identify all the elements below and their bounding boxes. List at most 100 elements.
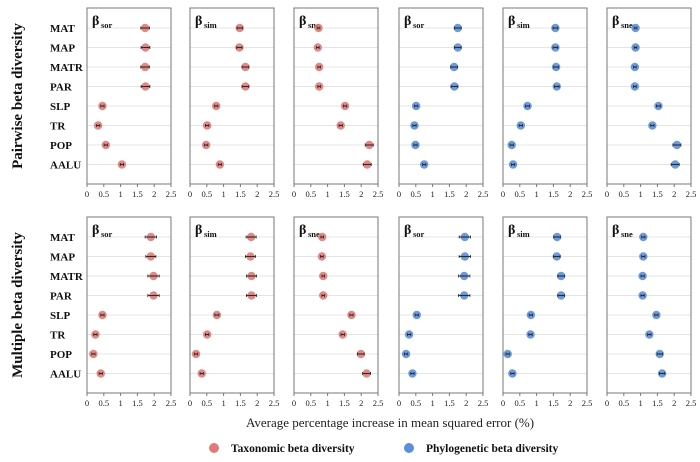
x-tick-label: 2.5 (269, 398, 280, 408)
panel-title: β (404, 14, 411, 29)
panel-title-subscript: sor (413, 20, 425, 30)
row-title: Pairwise beta diversity (10, 23, 26, 169)
panel-title: β (508, 223, 515, 238)
x-tick-label: 1 (325, 398, 329, 408)
x-tick-label: 2.5 (373, 398, 384, 408)
variable-label: AALU (50, 369, 81, 381)
x-tick-label: 0 (85, 398, 89, 408)
x-tick-label: 0 (292, 398, 296, 408)
panel-frame (86, 216, 172, 394)
x-tick-label: 0 (501, 189, 505, 199)
panel-title: β (612, 223, 619, 238)
x-tick-label: 0 (605, 189, 609, 199)
panel-frame (606, 7, 692, 185)
panel-title: β (508, 14, 515, 29)
x-tick-label: 1 (430, 189, 434, 199)
x-tick-label: 0.5 (305, 398, 316, 408)
x-tick-label: 1.5 (235, 398, 246, 408)
x-tick-label: 0.5 (305, 189, 316, 199)
variable-label: TR (50, 121, 66, 133)
x-tick-label: 2 (255, 189, 259, 199)
panel-title-subscript: sim (204, 229, 217, 239)
x-tick-label: 2.5 (269, 189, 280, 199)
x-axis-label: Average percentage increase in mean squa… (246, 415, 534, 430)
x-tick-label: 1 (638, 398, 642, 408)
x-tick-label: 1 (534, 189, 538, 199)
x-tick-label: 2.5 (166, 189, 177, 199)
x-tick-label: 0 (501, 398, 505, 408)
panel-frame (189, 7, 275, 185)
x-tick-label: 2 (255, 398, 259, 408)
variable-label: SLP (50, 101, 70, 113)
x-tick-label: 1.5 (339, 398, 350, 408)
x-tick-label: 1.5 (339, 189, 350, 199)
panel-frame (86, 7, 172, 185)
x-tick-label: 1.5 (652, 398, 663, 408)
variable-label: PAR (50, 291, 73, 303)
panel-frame (189, 216, 275, 394)
x-tick-label: 1.5 (548, 189, 559, 199)
variable-label: POP (50, 349, 72, 361)
panel-title: β (404, 223, 411, 238)
panel-title-subscript: sor (101, 20, 113, 30)
legend-marker (209, 443, 219, 453)
panel-title-subscript: sne (308, 229, 320, 239)
x-tick-label: 0.5 (98, 398, 109, 408)
x-tick-label: 0 (397, 398, 401, 408)
x-tick-label: 2.5 (582, 398, 593, 408)
x-tick-label: 2 (672, 398, 676, 408)
x-tick-label: 2 (672, 189, 676, 199)
x-tick-label: 0.5 (618, 398, 629, 408)
x-tick-label: 2 (359, 398, 363, 408)
x-tick-label: 2 (152, 398, 156, 408)
x-tick-label: 1 (221, 189, 225, 199)
x-tick-label: 1 (534, 398, 538, 408)
x-tick-label: 1.5 (444, 189, 455, 199)
panel-title: β (195, 223, 202, 238)
x-tick-label: 2 (152, 189, 156, 199)
x-tick-label: 1.5 (444, 398, 455, 408)
panel-title-subscript: sor (413, 229, 425, 239)
x-tick-label: 0 (188, 398, 192, 408)
x-tick-label: 0.5 (514, 398, 525, 408)
x-tick-label: 2.5 (373, 189, 384, 199)
x-tick-label: 0.5 (618, 189, 629, 199)
x-tick-label: 1.5 (132, 398, 143, 408)
x-tick-label: 1 (118, 398, 122, 408)
x-tick-label: 0 (397, 189, 401, 199)
variable-label: SLP (50, 310, 70, 322)
x-tick-label: 0.5 (201, 398, 212, 408)
x-tick-label: 2.5 (686, 398, 697, 408)
x-tick-label: 1 (221, 398, 225, 408)
panel-frame (502, 7, 588, 185)
panel-title-subscript: sor (101, 229, 113, 239)
x-tick-label: 2 (568, 398, 572, 408)
variable-label: TR (50, 330, 66, 342)
x-tick-label: 0 (85, 189, 89, 199)
variable-label: MAP (50, 252, 75, 264)
x-tick-label: 1 (638, 189, 642, 199)
x-tick-label: 1.5 (548, 398, 559, 408)
x-tick-label: 1 (325, 189, 329, 199)
x-tick-label: 1 (118, 189, 122, 199)
x-tick-label: 1.5 (235, 189, 246, 199)
x-tick-label: 1 (430, 398, 434, 408)
panel-frame (293, 7, 379, 185)
x-tick-label: 2 (359, 189, 363, 199)
x-tick-label: 2.5 (478, 398, 489, 408)
variable-label: MAP (50, 43, 75, 55)
panel-title-subscript: sim (204, 20, 217, 30)
legend-label: Phylogenetic beta diversity (426, 443, 558, 455)
x-tick-label: 0 (188, 189, 192, 199)
legend-marker (404, 443, 414, 453)
x-tick-label: 2 (568, 189, 572, 199)
x-tick-label: 2 (464, 189, 468, 199)
x-tick-label: 0 (605, 398, 609, 408)
variable-label: MAT (50, 232, 76, 244)
variable-label: PAR (50, 82, 73, 94)
panel-title-subscript: sne (621, 20, 633, 30)
panel-title-subscript: sne (621, 229, 633, 239)
panel-title: β (612, 14, 619, 29)
